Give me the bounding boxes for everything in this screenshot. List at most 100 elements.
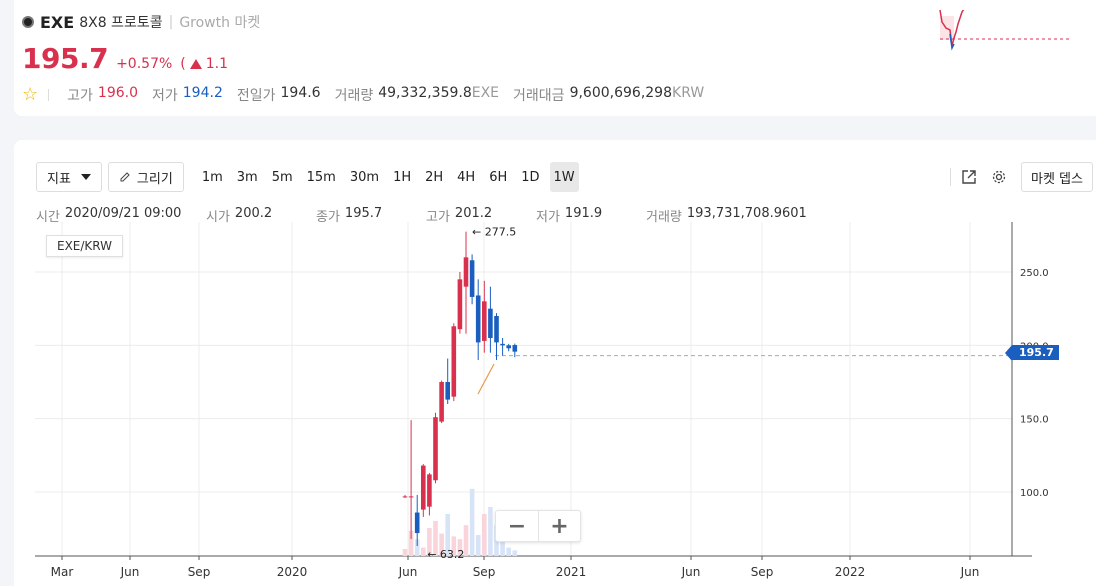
candle-body [414,512,420,534]
timeframe-5m[interactable]: 5m [271,169,293,185]
volume-bar [408,530,414,556]
candle-body [421,465,426,510]
change-absolute: ( 1.1 [180,56,228,72]
volume-bar [402,549,408,556]
ohlc-open: 시가 200.2 [206,206,316,225]
title-separator: | [168,14,174,30]
candle-body [506,345,511,349]
y-tick-label: 150.0 [1020,415,1049,426]
indicator-button[interactable]: 지표 [36,162,102,192]
volume-bar [427,528,432,556]
candlestick-chart[interactable]: 250.0200.0150.0100.0MarJunSep2020JunSep2… [0,222,1096,586]
volume-bar [421,547,426,556]
candle-body [475,295,481,343]
ohlc-time: 시간 2020/09/21 09:00 [36,206,206,225]
ohlc-value: 193,731,708.9601 [686,206,807,221]
volume-bar [433,521,438,556]
timeframe-list: 1m 3m 5m 15m 30m 1H 2H 4H 6H 1D 1W [192,162,579,192]
stats-divider [48,88,50,101]
zoom-out-button[interactable]: − [507,513,527,539]
volume-unit: EXE [471,84,500,101]
ohlc-value: 200.2 [234,206,273,221]
mini-chart-line-down [949,33,955,51]
candle-body [469,260,475,297]
volume-bar [445,514,450,556]
volume-bar [506,547,511,556]
volume-bar [439,533,444,556]
draw-label: 그리기 [136,171,173,187]
x-tick-label: Mar [51,565,74,579]
candle-body [439,382,444,422]
ohlc-high: 고가 201.2 [426,206,536,225]
timeframe-1W[interactable]: 1W [549,162,579,192]
ohlc-label: 고가 [426,210,450,225]
x-tick-label: 2022 [835,565,866,579]
candle-body [445,382,450,400]
timeframe-15m[interactable]: 15m [306,169,336,185]
favorite-star-icon[interactable]: ☆ [22,84,39,105]
timeframe-2H[interactable]: 2H [425,169,444,185]
y-tick-label: 100.0 [1020,488,1049,499]
ohlc-label: 종가 [316,210,340,225]
chart-toolbar: 지표 그리기 1m 3m 5m 15m 30m 1H 2H 4H 6H 1D 1W [36,162,579,192]
stat-low: 저가 194.2 [152,85,223,105]
timeframe-1m[interactable]: 1m [201,169,223,185]
change-paren: ( [180,56,186,72]
pencil-icon [120,172,130,182]
popout-icon[interactable] [961,169,977,185]
candle-body [427,474,432,507]
x-tick-label: 2021 [556,565,587,579]
amount-unit: KRW [672,84,705,101]
candle-body [457,279,463,330]
ohlc-label: 시간 [36,210,60,225]
stat-label: 거래량 [334,87,374,104]
ohlc-close: 종가 195.7 [316,206,426,225]
candle-body [402,496,408,498]
caret-down-icon [80,174,91,180]
volume-bar [475,535,481,556]
volume-bar [469,488,475,556]
y-tick-label: 250.0 [1020,268,1049,279]
candle-body [512,345,518,352]
up-triangle-icon [189,59,202,69]
change-percent: +0.57% [116,56,173,72]
timeframe-1H[interactable]: 1H [393,169,412,185]
timeframe-4H[interactable]: 4H [457,169,476,185]
draw-button[interactable]: 그리기 [107,162,184,192]
timeframe-30m[interactable]: 30m [349,169,380,185]
current-price-tag: 195.7 [1005,345,1059,361]
mini-chart-line-up [939,10,965,47]
stat-label: 고가 [67,87,93,104]
change-value: 1.1 [205,56,229,72]
candle-body [488,308,493,338]
volume-bar [463,525,469,556]
zoom-controls: − + [495,510,581,542]
x-tick-label: 2020 [277,565,308,579]
ticker-symbol: EXE [40,12,75,32]
stat-label: 전일가 [236,87,276,104]
stat-amount: 거래대금 9,600,696,298KRW [513,85,704,105]
ohlc-label: 거래량 [646,210,682,225]
current-price: 195.7 [22,42,109,75]
timeframe-6H[interactable]: 6H [489,169,508,185]
stat-high: 고가 196.0 [67,85,138,105]
market-depth-button[interactable]: 마켓 뎁스 [1021,162,1093,192]
timeframe-1D[interactable]: 1D [521,169,540,185]
amount-value: 9,600,696,298 [569,84,673,101]
zoom-in-button[interactable]: + [538,511,580,541]
ohlc-label: 저가 [536,210,560,225]
timeframe-3m[interactable]: 3m [236,169,258,185]
ohlc-value: 2020/09/21 09:00 [64,206,182,221]
stat-label: 저가 [152,87,178,104]
candle-body [494,316,499,343]
ohlc-label: 시가 [206,210,230,225]
low-annotation: ← 63.2 [427,548,464,561]
settings-gear-icon[interactable] [991,169,1007,185]
market-label: Growth 마켓 [179,15,261,31]
stat-value: 194.2 [182,84,223,101]
ticker-title: EXE 8X8 프로토콜 | Growth 마켓 [22,12,260,32]
stat-value: 196.0 [97,84,138,101]
ohlc-low: 저가 191.9 [536,206,646,225]
candle-body [408,496,414,498]
x-tick-label: Sep [751,565,774,579]
